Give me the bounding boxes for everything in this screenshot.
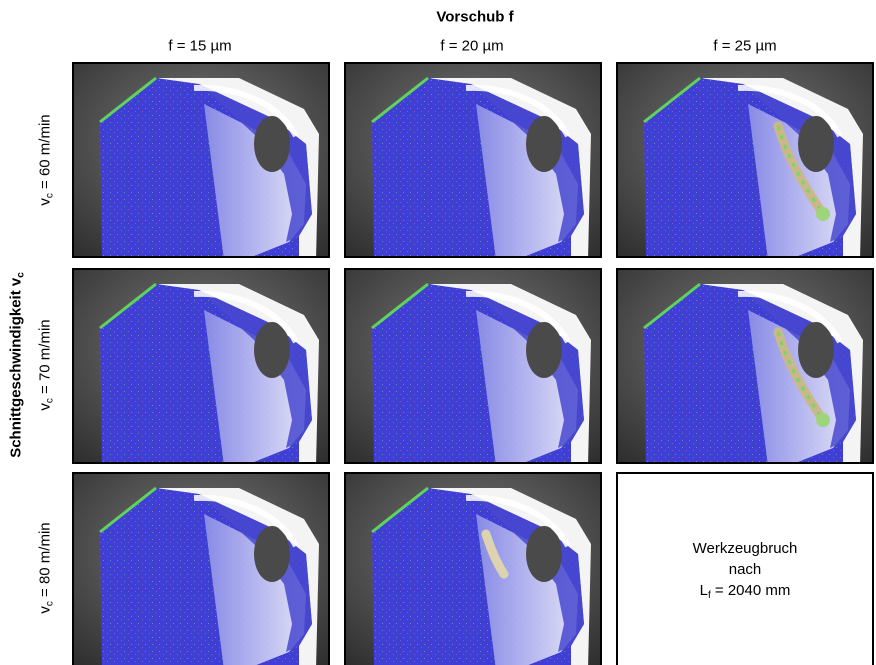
- note-subscript: f: [708, 590, 711, 601]
- note-line: nach: [618, 559, 872, 580]
- row-label: vc = 70 m/min: [37, 319, 56, 410]
- tool-image: [618, 64, 872, 258]
- note-line: Werkzeugbruch: [618, 538, 872, 559]
- note-cell: Werkzeugbruch nach Lf = 2040 mm: [616, 472, 874, 665]
- row-subscript: c: [45, 398, 56, 403]
- column-label: f = 20 µm: [440, 38, 503, 55]
- note-line: Lf = 2040 mm: [618, 580, 872, 606]
- row-text: = 70 m/min: [37, 319, 54, 394]
- row-text: = 80 m/min: [37, 522, 54, 597]
- row-text: = 60 m/min: [37, 114, 54, 189]
- micrograph: [344, 62, 602, 258]
- note-text: = 2040 mm: [715, 582, 790, 599]
- tool-image: [74, 64, 328, 258]
- figure: Vorschub f f = 15 µm f = 20 µm f = 25 µm…: [0, 0, 876, 665]
- micrograph: [72, 62, 330, 258]
- tool-image: [74, 270, 328, 464]
- tool-image: [346, 270, 600, 464]
- micrograph: [72, 268, 330, 464]
- y-title-text: Schnittgeschwindigkeit v: [8, 278, 25, 458]
- micrograph: [616, 62, 874, 258]
- row-symbol: v: [37, 403, 54, 411]
- column-label: f = 15 µm: [168, 38, 231, 55]
- micrograph: [616, 268, 874, 464]
- tool-image: [74, 474, 328, 665]
- row-symbol: v: [37, 606, 54, 614]
- tool-image: [346, 474, 600, 665]
- y-title: Schnittgeschwindigkeit vc: [8, 272, 27, 458]
- micrograph: [344, 268, 602, 464]
- row-subscript: c: [45, 193, 56, 198]
- tool-image: [618, 270, 872, 464]
- row-label: vc = 80 m/min: [37, 522, 56, 613]
- note: Werkzeugbruch nach Lf = 2040 mm: [618, 538, 872, 606]
- micrograph: [344, 472, 602, 665]
- note-symbol: L: [700, 582, 708, 599]
- row-label: vc = 60 m/min: [37, 114, 56, 205]
- tool-image: [346, 64, 600, 258]
- row-subscript: c: [45, 601, 56, 606]
- column-label: f = 25 µm: [713, 38, 776, 55]
- y-title-subscript: c: [16, 272, 27, 278]
- micrograph: [72, 472, 330, 665]
- row-symbol: v: [37, 198, 54, 206]
- figure-title: Vorschub f: [436, 9, 513, 26]
